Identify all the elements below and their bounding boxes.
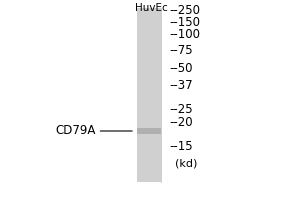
Text: --50: --50 xyxy=(169,62,193,75)
Text: --75: --75 xyxy=(169,45,193,58)
Text: --250: --250 xyxy=(169,4,200,18)
Text: --37: --37 xyxy=(169,79,193,92)
Bar xyxy=(136,8,160,182)
Bar xyxy=(136,128,160,134)
Text: --15: --15 xyxy=(169,140,193,154)
Text: HuvEc: HuvEc xyxy=(135,3,168,13)
Text: --25: --25 xyxy=(169,103,193,116)
Text: (kd): (kd) xyxy=(176,158,198,168)
Text: --100: --100 xyxy=(169,28,200,42)
Text: --150: --150 xyxy=(169,17,200,29)
Text: --20: --20 xyxy=(169,116,193,129)
Text: CD79A: CD79A xyxy=(56,124,96,138)
